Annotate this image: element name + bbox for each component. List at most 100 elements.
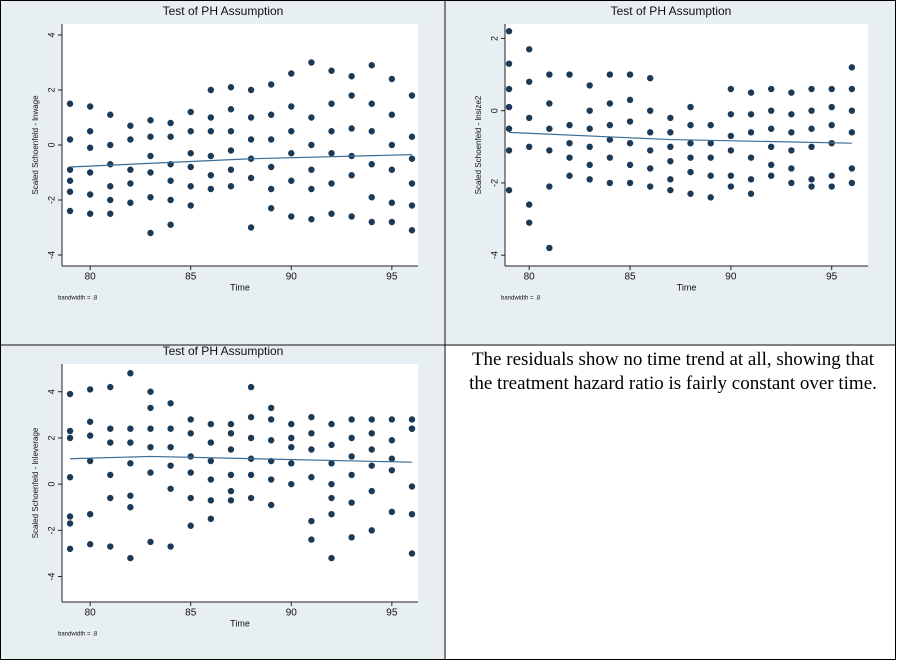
point (328, 150, 335, 157)
x-tick-label: 90 (286, 272, 298, 283)
point (368, 430, 375, 437)
point (207, 439, 215, 446)
point (388, 166, 396, 173)
point (667, 114, 674, 122)
point (127, 425, 134, 432)
point (127, 136, 134, 143)
point (187, 430, 194, 437)
point (247, 224, 255, 231)
point (66, 166, 74, 173)
x-tick-label: 90 (725, 272, 737, 283)
point (147, 388, 154, 395)
point (328, 67, 335, 74)
point (368, 462, 375, 469)
point (167, 462, 174, 469)
point (147, 443, 154, 451)
point (626, 96, 634, 104)
point (167, 443, 174, 451)
point (408, 425, 416, 432)
point (828, 183, 835, 190)
point (727, 147, 735, 154)
point (328, 180, 335, 187)
point (687, 139, 694, 147)
point (107, 383, 114, 391)
point (66, 207, 74, 215)
point (167, 177, 174, 184)
point (707, 194, 714, 201)
point (127, 554, 134, 562)
point (647, 74, 654, 82)
point (147, 169, 154, 176)
point (207, 497, 215, 504)
y-tick-label: 4 (46, 389, 56, 394)
y-tick-label: 4 (46, 32, 56, 37)
point (388, 437, 396, 444)
point (408, 155, 416, 162)
point (546, 125, 553, 132)
point (788, 89, 795, 96)
point (247, 86, 255, 94)
point (408, 483, 416, 490)
point (348, 416, 355, 423)
point (147, 425, 154, 432)
point (606, 136, 614, 143)
point (207, 457, 215, 465)
point (388, 218, 396, 226)
point (707, 154, 714, 161)
smooth-line (509, 131, 852, 144)
point (388, 75, 396, 83)
point (328, 210, 335, 217)
point (626, 139, 634, 147)
point (566, 139, 573, 147)
point (848, 165, 856, 172)
point (348, 534, 355, 541)
point (505, 103, 513, 111)
point (308, 517, 315, 525)
point (408, 227, 416, 234)
point (86, 510, 94, 518)
smooth-line (70, 455, 412, 463)
point (187, 469, 194, 476)
point (747, 190, 755, 197)
point (848, 107, 856, 114)
point (687, 154, 694, 161)
point (187, 494, 194, 502)
point (127, 122, 134, 129)
y-tick-label: 0 (46, 482, 56, 487)
point (288, 443, 295, 451)
point (667, 158, 674, 165)
x-tick-label: 80 (524, 272, 536, 283)
point (808, 143, 815, 151)
point (66, 100, 74, 107)
point (127, 180, 134, 187)
point (586, 82, 593, 89)
point (808, 125, 815, 132)
point (308, 216, 315, 223)
point (848, 85, 856, 93)
point (267, 205, 275, 212)
point (107, 425, 114, 432)
x-tick-label: 95 (826, 272, 838, 283)
point (167, 400, 174, 407)
point (267, 163, 275, 171)
x-tick-label: 85 (185, 272, 197, 283)
point (388, 416, 396, 423)
y-tick-label: 2 (489, 36, 499, 41)
point (727, 85, 735, 93)
point (586, 125, 593, 132)
point (768, 161, 775, 169)
point (207, 114, 215, 121)
point (66, 474, 74, 481)
point (505, 85, 513, 93)
point (147, 152, 154, 160)
point (368, 527, 375, 534)
point (86, 191, 94, 198)
point (288, 460, 295, 467)
y-axis-label: Scaled Schoenfeld - lnleverage (31, 427, 40, 538)
point (107, 471, 114, 479)
point (526, 78, 533, 85)
point (86, 103, 94, 110)
y-axis-label: Scaled Schoenfeld - lnwage (31, 95, 40, 195)
point (408, 202, 416, 209)
point (828, 103, 835, 111)
